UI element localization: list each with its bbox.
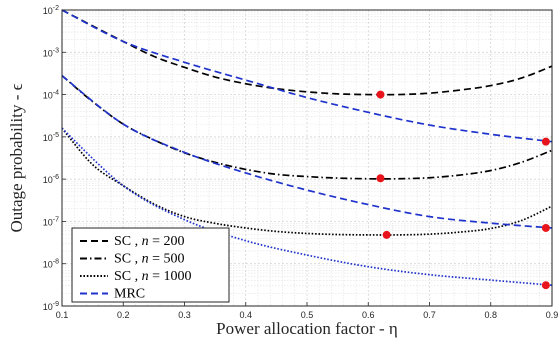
y-tick-label: 10-9 <box>43 301 59 312</box>
y-tick-label: 10-6 <box>43 174 59 185</box>
optimum-marker <box>541 281 550 290</box>
y-tick-label: 10-4 <box>43 90 59 101</box>
x-tick-label: 0.1 <box>56 310 69 320</box>
y-tick-label: 10-2 <box>43 5 59 16</box>
x-tick-label: 0.2 <box>117 310 130 320</box>
series-line-5 <box>61 127 553 287</box>
x-tick-label: 0.6 <box>362 310 375 320</box>
series-line-0 <box>61 9 553 96</box>
legend-box <box>71 227 230 303</box>
legend-label: SC , n = 200 <box>114 234 185 249</box>
y-tick-labels: 10-9 10-8 10-7 10-6 10-5 10-4 10-3 10-2 <box>43 5 66 312</box>
x-tick-label: 0.5 <box>301 310 314 320</box>
optimum-marker <box>541 137 550 146</box>
optimum-marker <box>382 230 391 239</box>
y-tick-label: 10-5 <box>43 132 59 143</box>
legend-label: SC , n = 1000 <box>114 269 192 284</box>
optimum-marker <box>541 223 550 232</box>
legend: SC , n = 200 SC , n = 500 SC , n = 1000 MRC <box>71 227 230 303</box>
legend-label: SC , n = 500 <box>114 252 185 267</box>
series-line-4 <box>61 74 553 229</box>
series-line-3 <box>61 9 553 143</box>
series-layer <box>61 9 553 287</box>
x-axis-label: Power allocation factor - η <box>216 319 398 338</box>
x-tick-label: 0.3 <box>178 310 191 320</box>
optimum-marker <box>376 174 385 183</box>
legend-entries: SC , n = 200 SC , n = 500 SC , n = 1000 MRC <box>80 234 192 302</box>
optimum-marker <box>376 90 385 99</box>
y-axis-label: Outage probability - ϵ <box>7 83 26 232</box>
x-tick-label: 0.8 <box>484 310 497 320</box>
x-tick-label: 0.9 <box>546 310 559 320</box>
marker-layer <box>376 90 550 290</box>
y-tick-label: 10-7 <box>43 216 59 227</box>
y-tick-label: 10-3 <box>43 47 59 58</box>
y-tick-label: 10-8 <box>43 259 59 270</box>
x-tick-label: 0.7 <box>423 310 436 320</box>
x-tick-labels: 0.1 0.2 0.3 0.4 0.5 0.6 0.7 0.8 0.9 <box>56 302 559 320</box>
x-tick-label: 0.4 <box>239 310 252 320</box>
legend-label: MRC <box>114 287 145 302</box>
